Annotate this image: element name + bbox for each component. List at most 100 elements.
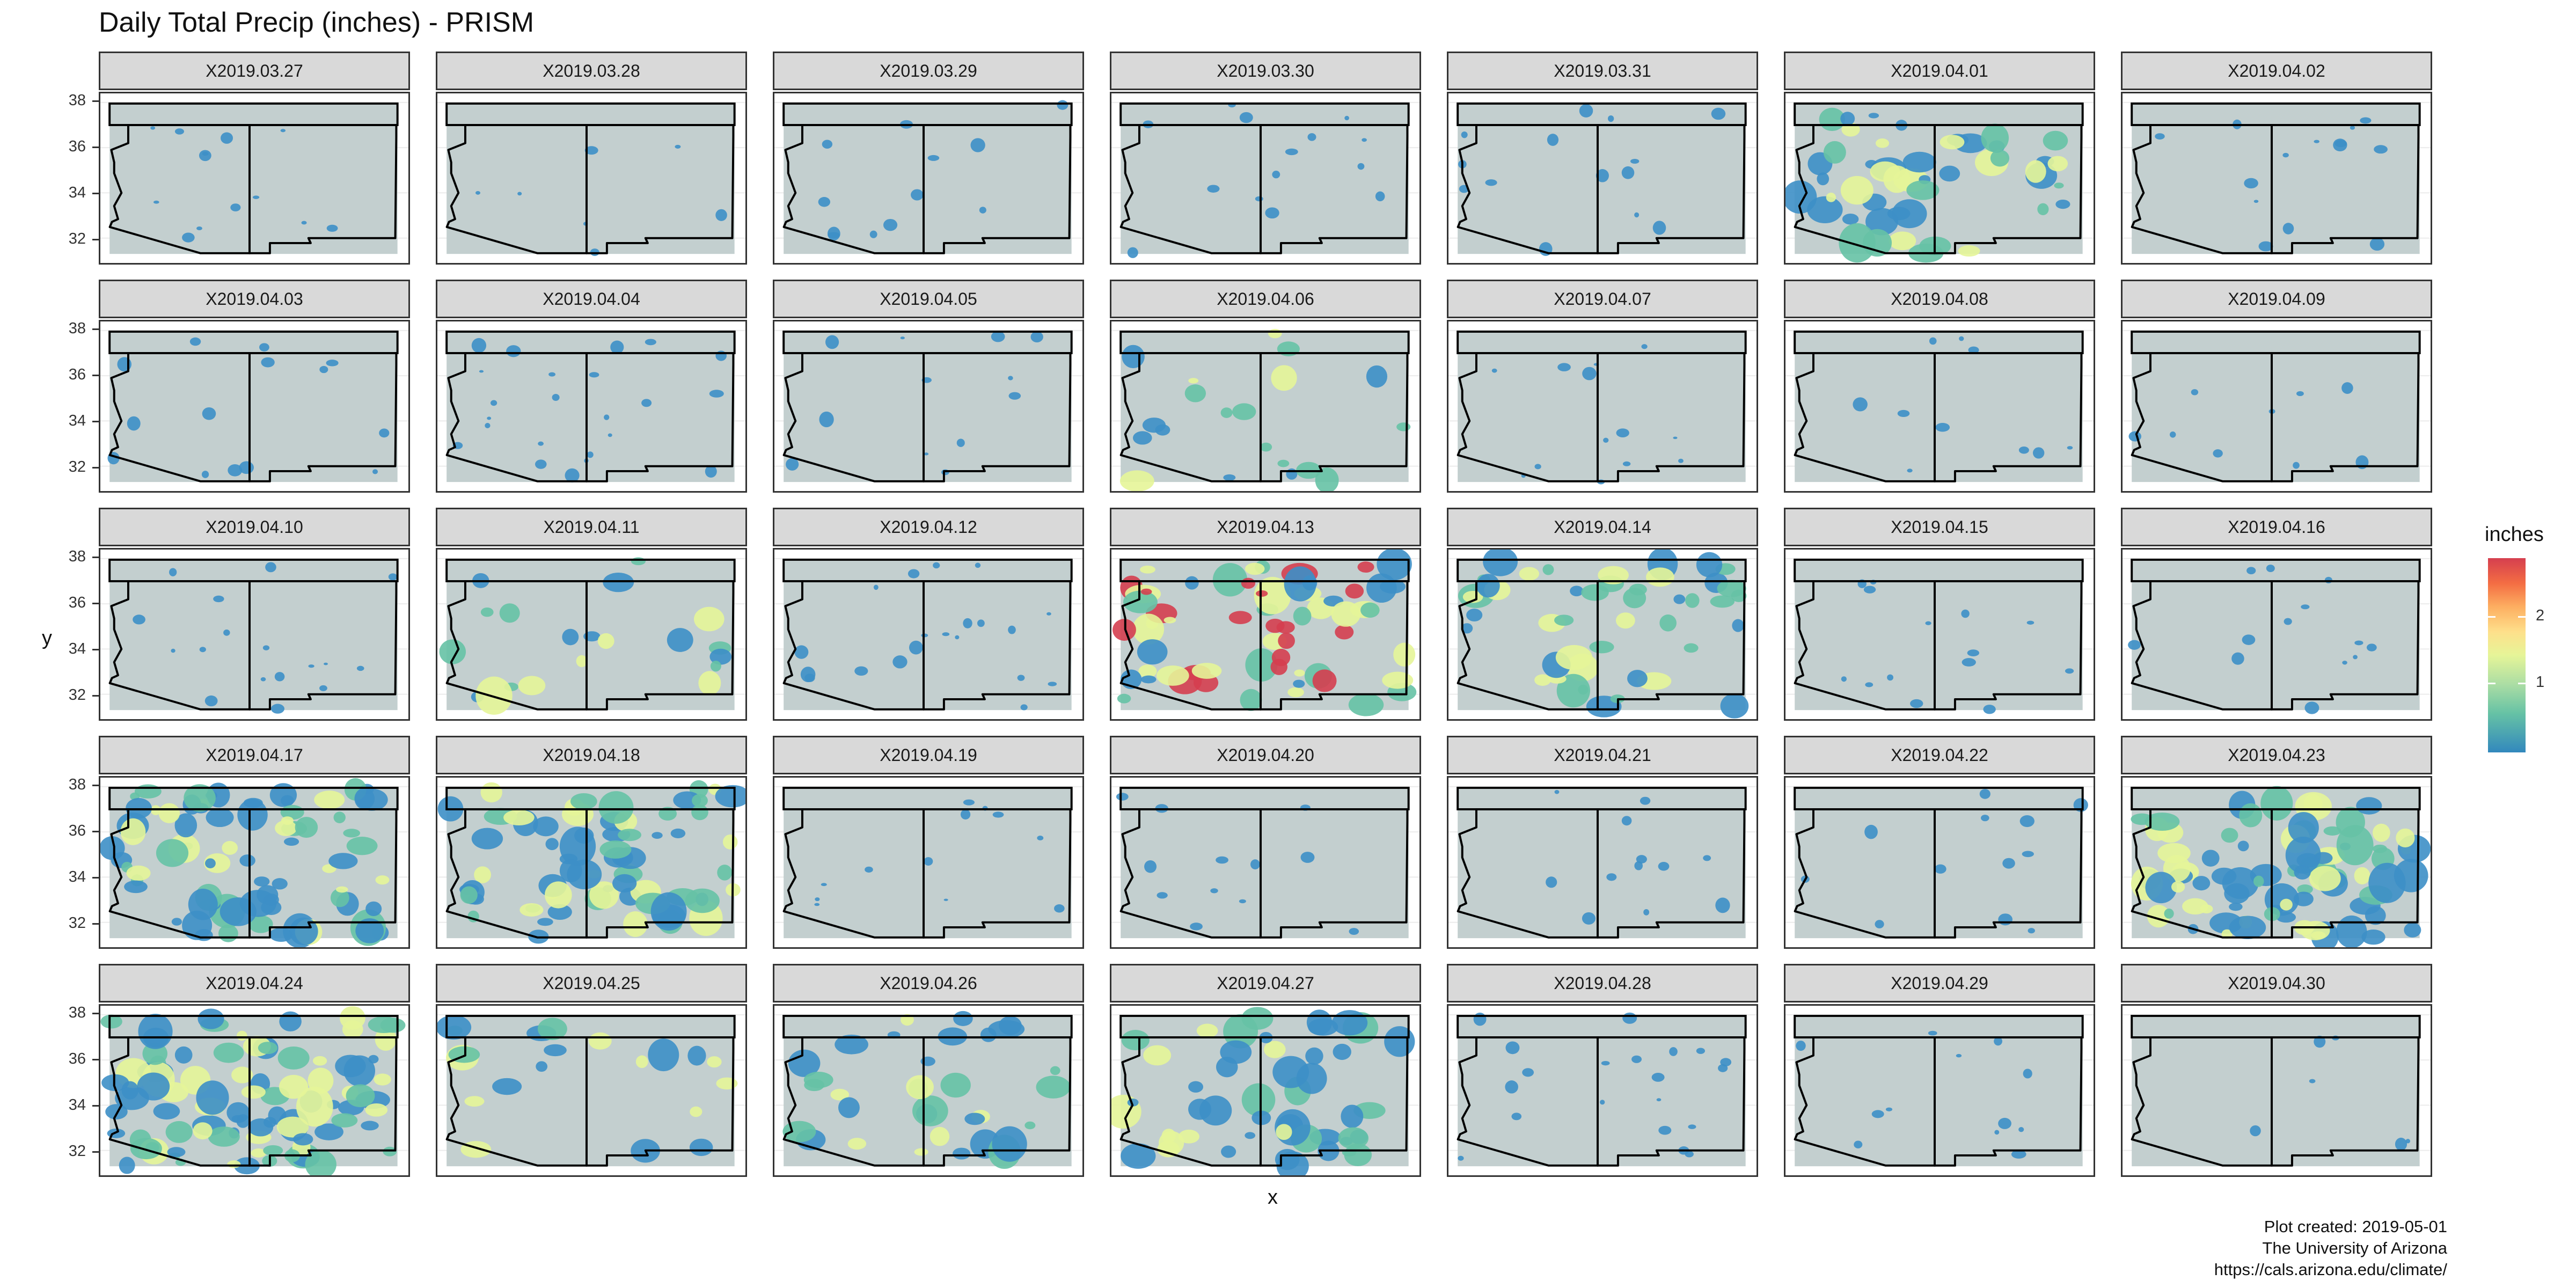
- y-tick-mark: [92, 648, 99, 650]
- precip-cell: [698, 671, 721, 696]
- precip-cell: [648, 1038, 679, 1072]
- precip-cell: [1554, 790, 1560, 794]
- precip-cell: [537, 918, 553, 926]
- precip-cell: [1839, 223, 1876, 263]
- precip-cell: [869, 230, 877, 238]
- facet-strip-label: X2019.04.03: [99, 280, 410, 318]
- precip-cell: [1807, 196, 1843, 224]
- raster-background: [109, 331, 398, 482]
- precip-cell: [230, 203, 241, 211]
- arizona-outline: [108, 580, 251, 711]
- precip-cell: [927, 155, 940, 161]
- raster-background: [1458, 331, 1746, 482]
- precip-cell: [2310, 931, 2326, 940]
- precip-cell: [1271, 648, 1291, 667]
- precip-cell: [261, 900, 282, 915]
- precip-cell: [618, 829, 642, 841]
- precip-cell: [1239, 112, 1253, 123]
- facet-strip-label: X2019.04.14: [1447, 508, 1758, 546]
- raster-frame: [2131, 102, 2421, 126]
- precip-cell: [2354, 867, 2370, 885]
- precip-cell: [182, 232, 195, 243]
- precip-cell: [1008, 625, 1016, 634]
- y-tick-mark: [92, 1013, 99, 1015]
- precip-cell: [2047, 156, 2068, 172]
- raster-frame: [2131, 558, 2421, 582]
- facet-map-panel: [773, 1004, 1084, 1177]
- precip-cell: [722, 834, 738, 850]
- legend-tick-mark-2-right: [2518, 616, 2526, 618]
- facet-strip-label: X2019.04.08: [1784, 280, 2095, 318]
- precip-cell: [545, 881, 572, 909]
- precip-cell: [480, 607, 494, 617]
- facet-map-svg: [1785, 101, 2094, 263]
- precip-cell: [1688, 1124, 1696, 1129]
- arizona-outline: [782, 1036, 925, 1167]
- precip-cell: [171, 648, 175, 653]
- precip-cell: [1210, 888, 1218, 894]
- precip-cell: [1362, 138, 1367, 142]
- precip-cell: [1935, 423, 1950, 432]
- raster-frame: [2131, 1014, 2421, 1038]
- precip-cell: [1155, 424, 1170, 436]
- precip-cell: [1622, 1012, 1637, 1024]
- y-tick-mark: [92, 192, 99, 194]
- precip-cell: [2341, 382, 2353, 394]
- legend-tick-mark-1-right: [2518, 683, 2526, 684]
- precip-cell: [1684, 643, 1699, 653]
- precip-cell: [1651, 1073, 1665, 1082]
- precip-cell: [956, 438, 965, 447]
- facet-strip-label: X2019.04.05: [773, 280, 1084, 318]
- precip-cell: [127, 416, 141, 431]
- precip-cell: [121, 1081, 139, 1100]
- precip-cell: [1962, 658, 1976, 667]
- precip-cell: [506, 345, 521, 357]
- y-tick-label: 34: [68, 868, 86, 885]
- precip-cell: [1349, 928, 1359, 935]
- precip-cell: [970, 138, 985, 152]
- precip-cell: [346, 837, 378, 855]
- precip-cell: [231, 1066, 253, 1084]
- facet-map-panel: [1784, 1004, 2095, 1177]
- precip-cell: [1621, 166, 1635, 179]
- precip-cell: [1271, 365, 1297, 391]
- precip-cell: [375, 1027, 397, 1051]
- arizona-outline: [782, 580, 925, 711]
- facet-map-panel: [1447, 320, 1758, 493]
- precip-cell: [804, 674, 815, 682]
- precip-cell: [1631, 1055, 1642, 1063]
- precip-cell: [343, 829, 361, 838]
- raster-background: [1795, 559, 2083, 711]
- precip-cell: [305, 1150, 336, 1175]
- facet-map-panel: [99, 1004, 410, 1177]
- facet-map-svg: [1448, 1012, 1757, 1167]
- precip-cell: [2250, 1125, 2261, 1137]
- facet-strip-label: X2019.04.21: [1447, 736, 1758, 774]
- precip-cell: [1377, 550, 1412, 581]
- raster-background: [1795, 787, 2083, 939]
- precip-cell: [308, 664, 314, 668]
- precip-cell: [1616, 428, 1629, 437]
- precip-cell: [471, 338, 487, 353]
- arizona-outline: [445, 580, 588, 711]
- precip-cell: [908, 569, 920, 579]
- raster-frame: [108, 330, 399, 354]
- precip-cell: [1554, 614, 1574, 626]
- facet-map-panel: [2121, 320, 2432, 493]
- precip-cell: [1276, 1124, 1292, 1140]
- facet-map-svg: [1111, 1007, 1419, 1175]
- precip-cell: [275, 820, 297, 836]
- precip-cell: [1123, 590, 1158, 613]
- precip-cell: [312, 1056, 327, 1066]
- precip-cell: [1622, 461, 1631, 466]
- precip-cell: [1140, 565, 1155, 574]
- precip-cell: [1887, 674, 1893, 681]
- precip-cell: [281, 816, 294, 825]
- precip-cell: [963, 618, 972, 628]
- new-mexico-outline: [1597, 580, 1746, 711]
- arizona-outline: [1794, 580, 1936, 711]
- precip-cell: [1140, 675, 1157, 684]
- precip-cell: [1255, 590, 1268, 597]
- precip-cell: [1491, 368, 1497, 373]
- y-tick-mark: [92, 923, 99, 925]
